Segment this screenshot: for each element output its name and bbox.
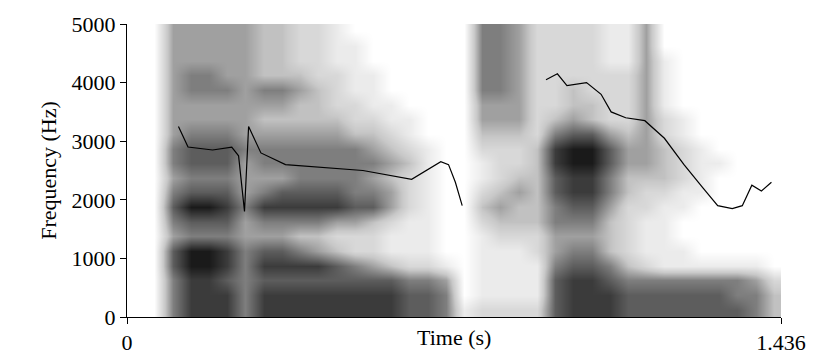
svg-text:3000: 3000: [72, 129, 116, 154]
svg-text:5000: 5000: [72, 12, 116, 37]
svg-text:0: 0: [122, 330, 133, 355]
svg-text:Time (s): Time (s): [417, 325, 491, 350]
svg-text:Frequency (Hz): Frequency (Hz): [36, 101, 61, 240]
svg-text:4000: 4000: [72, 70, 116, 95]
svg-text:1000: 1000: [72, 246, 116, 271]
svg-text:0: 0: [105, 305, 116, 330]
svg-text:2000: 2000: [72, 188, 116, 213]
svg-text:1.436: 1.436: [756, 330, 806, 355]
